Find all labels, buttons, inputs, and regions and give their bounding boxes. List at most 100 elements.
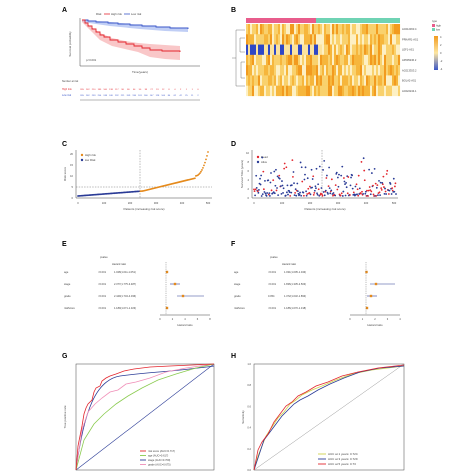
risk-table-cell: 181 <box>138 95 142 97</box>
heatmap-cell <box>330 44 333 55</box>
heatmap-cell <box>322 54 325 66</box>
dead-point <box>376 184 379 187</box>
heatmap-cell <box>248 44 251 55</box>
heatmap-cell <box>298 85 301 97</box>
heatmap-cell <box>266 34 269 45</box>
dead-point <box>262 170 265 173</box>
dead-point <box>301 180 304 183</box>
heatmap-cell <box>390 24 393 35</box>
heatmap-cell <box>280 65 283 76</box>
alive-point <box>299 161 302 164</box>
heatmap-cell <box>372 65 375 76</box>
tick-label: 400 <box>180 201 185 205</box>
heatmap-cell <box>326 24 329 35</box>
heatmap-cell <box>304 85 307 97</box>
heatmap-cell <box>374 54 377 66</box>
heatmap-cell <box>262 24 265 35</box>
heatmap-cell <box>258 65 261 76</box>
heatmap-cell <box>366 75 369 86</box>
heatmap-cell <box>268 44 271 55</box>
heatmap-cell <box>388 75 391 86</box>
dead-point <box>325 177 328 179</box>
dead-point <box>327 185 330 188</box>
heatmap-cell <box>296 85 299 97</box>
heatmap-cell <box>258 85 261 97</box>
heatmap-cell <box>256 54 259 66</box>
heatmap-cell <box>270 24 273 35</box>
heatmap-cell <box>364 54 367 66</box>
heatmap-cell <box>336 75 339 86</box>
c-legend-high: High risk <box>85 153 96 157</box>
alive-point <box>271 192 274 195</box>
a-risk-table-title: Number at risk <box>62 80 79 83</box>
tick-label: 0 <box>349 317 351 321</box>
heatmap-cell <box>370 54 373 66</box>
forest-row-name: grade <box>64 294 71 298</box>
dead-point <box>275 189 278 192</box>
alive-point <box>341 165 344 168</box>
risk-table-cell: 240 <box>109 95 113 97</box>
heatmap-cell <box>352 75 355 86</box>
heatmap-cell <box>312 34 315 45</box>
alive-point <box>311 178 314 180</box>
alive-point <box>280 192 283 195</box>
heatmap-cell <box>318 65 321 76</box>
alive-point <box>393 190 396 193</box>
heatmap-cell <box>362 85 365 97</box>
alive-point <box>314 185 317 188</box>
heatmap-cell <box>302 24 305 35</box>
heatmap-cell <box>298 44 301 55</box>
panel-b: B AC012363.4 PRKAR1-AS1 LEF1-AS1 AP005236.2… <box>231 7 443 97</box>
heatmap-cell <box>384 34 387 45</box>
heatmap-cell <box>394 34 397 45</box>
heatmap-cell <box>332 44 335 55</box>
risk-table-cell: 209 <box>127 95 131 97</box>
heatmap-cell <box>324 24 327 35</box>
heatmap-cell <box>362 24 365 35</box>
alive-point <box>318 165 321 168</box>
heatmap-cell <box>352 85 355 97</box>
heatmap-cell <box>358 54 361 66</box>
risk-table-cell: 185 <box>98 89 102 91</box>
heatmap-cell <box>334 85 337 97</box>
forest-row-hr: 1.186(1.070-1.318) <box>284 306 306 310</box>
dead-point <box>386 169 389 172</box>
heatmap-cell <box>296 75 299 86</box>
heatmap-cell <box>354 34 357 45</box>
heatmap-cell <box>372 54 375 66</box>
heatmap-cell <box>316 24 319 35</box>
heatmap-cell <box>342 65 345 76</box>
heatmap-cell <box>282 65 285 76</box>
heatmap-cell <box>298 24 301 35</box>
heatmap-cell <box>246 44 249 55</box>
dead-point <box>378 191 381 194</box>
heatmap-cell <box>292 85 295 97</box>
heatmap-cell <box>304 54 307 66</box>
tick-label: 15 <box>70 163 73 167</box>
tick-label: 4 <box>184 317 186 321</box>
dead-point <box>317 188 320 191</box>
dead-point <box>339 194 342 197</box>
heatmap-cell <box>380 54 383 66</box>
heatmap-cell <box>300 65 303 76</box>
alive-point <box>341 195 344 197</box>
a-pvalue: p<0.001 <box>86 58 97 62</box>
heatmap-cell <box>330 34 333 45</box>
alive-point <box>290 184 293 187</box>
tick-label: 4 <box>248 178 250 182</box>
g-ylabel: True positive rate <box>63 405 67 428</box>
panel-label-a: A <box>62 7 67 14</box>
heatmap-cell <box>256 75 259 86</box>
heatmap-cell <box>308 44 311 55</box>
alive-point <box>351 174 354 177</box>
heatmap-cell <box>390 34 393 45</box>
heatmap-cell <box>344 75 347 86</box>
heatmap-cell <box>322 34 325 45</box>
forest-estimate <box>181 294 185 298</box>
heatmap-cell <box>380 65 383 76</box>
forest-row-hr: 2.377(1.775-3.487) <box>114 282 136 286</box>
heatmap-cell <box>344 54 347 66</box>
heatmap-cell <box>282 75 285 86</box>
heatmap-cell <box>260 34 263 45</box>
heatmap-cell <box>350 24 353 35</box>
